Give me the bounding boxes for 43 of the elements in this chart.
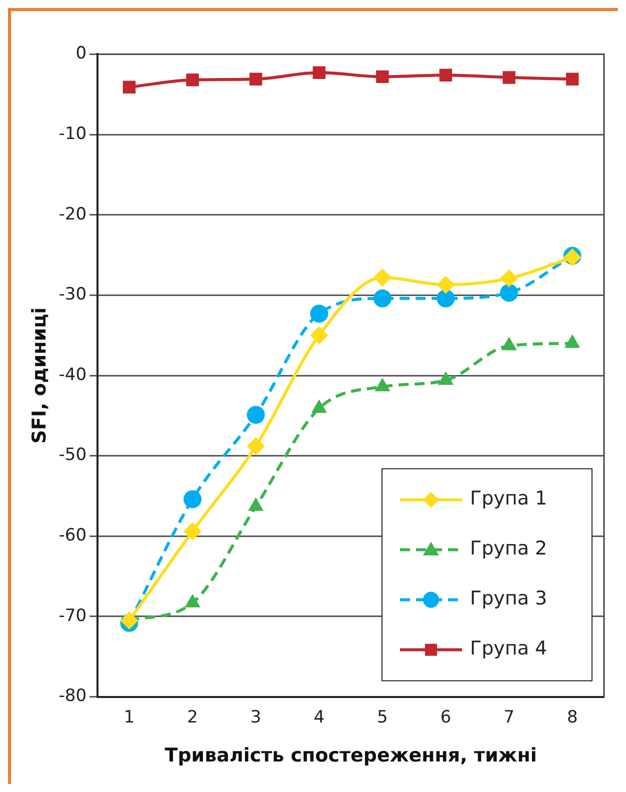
legend-label: Група 2: [470, 538, 548, 560]
legend-label: Група 1: [470, 488, 548, 510]
y-tick-label: -60: [58, 526, 87, 546]
y-tick-label: 0: [76, 44, 87, 64]
y-tick-label: -40: [58, 364, 87, 385]
point: [436, 289, 455, 308]
point: [566, 72, 579, 86]
point: [376, 70, 389, 84]
point: [246, 406, 265, 424]
y-tick-label: -70: [58, 606, 87, 626]
point: [500, 284, 518, 302]
legend-label: Група 3: [470, 588, 548, 610]
point: [439, 68, 452, 82]
y-tick-label: -20: [58, 204, 87, 224]
point: [246, 437, 265, 456]
y-tick-label: -80: [58, 686, 87, 706]
y-tick-label: -50: [58, 445, 87, 466]
point: [436, 276, 455, 294]
point: [500, 269, 518, 288]
x-tick-label: 2: [187, 707, 198, 728]
x-tick-label: 6: [440, 707, 452, 728]
point: [312, 66, 326, 80]
y-axis-title: SFI, одиниці: [28, 307, 50, 444]
y-tick-label: -30: [58, 284, 87, 305]
point: [184, 490, 202, 508]
point: [373, 289, 392, 308]
point: [502, 71, 516, 84]
x-tick-label: 8: [566, 707, 578, 728]
x-tick-label: 5: [377, 707, 388, 728]
y-tick-label: -10: [58, 124, 87, 144]
point: [310, 326, 328, 344]
point: [186, 74, 199, 86]
x-axis-title: Тривалість спостереження, тижні: [164, 744, 537, 767]
point: [373, 268, 392, 287]
point: [310, 304, 328, 323]
point: [122, 80, 136, 94]
legend-label: Група 4: [470, 638, 548, 660]
x-tick-label: 4: [314, 707, 325, 728]
x-tick-label: 7: [504, 707, 514, 728]
x-tick-label: 1: [124, 707, 135, 728]
point: [249, 72, 262, 86]
point: [184, 522, 202, 540]
x-tick-label: 3: [250, 707, 262, 728]
